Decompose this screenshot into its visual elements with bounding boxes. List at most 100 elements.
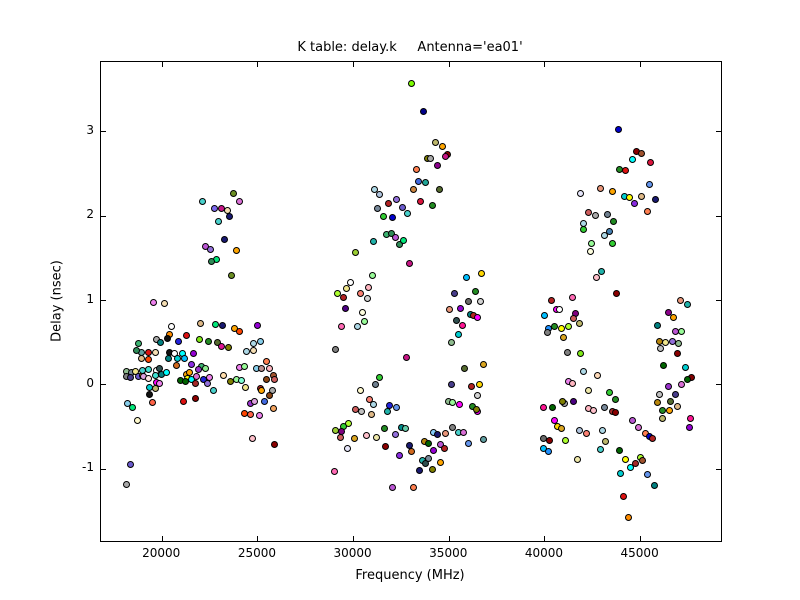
- data-point: [467, 383, 475, 391]
- data-point: [440, 444, 448, 452]
- data-point: [270, 405, 278, 413]
- data-point: [257, 337, 265, 345]
- data-point: [337, 323, 345, 331]
- data-point: [427, 154, 435, 162]
- data-point: [622, 455, 630, 463]
- data-point: [384, 200, 392, 208]
- data-point: [393, 195, 401, 203]
- data-point: [409, 185, 417, 193]
- data-point: [128, 404, 136, 412]
- data-point: [385, 401, 393, 409]
- y-tick-label: 2: [86, 207, 94, 222]
- data-point: [126, 373, 134, 381]
- data-point: [220, 236, 228, 244]
- data-point: [224, 343, 232, 351]
- data-point: [144, 348, 152, 356]
- data-point: [192, 379, 200, 387]
- data-point: [257, 364, 265, 372]
- data-point: [579, 226, 587, 234]
- data-point: [392, 404, 400, 412]
- data-point: [188, 361, 196, 369]
- data-point: [547, 297, 555, 305]
- data-point: [609, 217, 617, 225]
- data-point: [249, 434, 257, 442]
- y-tick-mark: [101, 131, 106, 133]
- data-point: [363, 295, 371, 303]
- data-point: [145, 374, 153, 382]
- data-point: [389, 213, 397, 221]
- y-tick-label: -1: [82, 460, 94, 475]
- data-point: [643, 207, 651, 215]
- data-point: [181, 378, 189, 386]
- data-point: [357, 407, 365, 415]
- y-tick-mark: [716, 468, 721, 470]
- data-point: [648, 435, 656, 443]
- data-point: [582, 430, 590, 438]
- data-point: [396, 452, 404, 460]
- data-point: [409, 484, 417, 492]
- data-point: [198, 197, 206, 205]
- chart-title: K table: delay.k Antenna='ea01': [297, 40, 523, 55]
- data-point: [163, 335, 171, 343]
- data-point: [619, 492, 627, 500]
- data-point: [271, 441, 279, 449]
- data-point: [638, 457, 646, 465]
- data-point: [472, 405, 480, 413]
- data-point: [557, 425, 565, 433]
- data-point: [683, 301, 691, 309]
- data-point: [407, 79, 415, 87]
- data-point: [332, 346, 340, 354]
- data-point: [659, 362, 667, 370]
- x-tick-mark: [640, 62, 642, 67]
- data-point: [238, 377, 246, 385]
- data-point: [653, 399, 661, 407]
- data-point: [369, 400, 377, 408]
- data-point: [474, 314, 482, 322]
- y-tick-mark: [716, 215, 721, 217]
- data-point: [351, 434, 359, 442]
- data-point: [134, 340, 142, 348]
- data-point: [447, 339, 455, 347]
- data-point: [655, 390, 663, 398]
- data-point: [666, 397, 674, 405]
- data-point: [568, 293, 576, 301]
- y-tick-label: 3: [86, 122, 94, 137]
- data-point: [441, 152, 449, 160]
- data-point: [425, 439, 433, 447]
- data-point: [262, 375, 270, 383]
- x-tick-mark: [161, 536, 163, 541]
- data-point: [617, 470, 625, 478]
- data-point: [605, 389, 613, 397]
- data-point: [235, 327, 243, 335]
- data-point: [330, 468, 338, 476]
- data-point: [206, 373, 214, 381]
- data-point: [346, 278, 354, 286]
- data-point: [421, 179, 429, 187]
- data-point: [677, 297, 685, 305]
- data-point: [428, 201, 436, 209]
- data-point: [666, 406, 674, 414]
- data-point: [148, 399, 156, 407]
- data-point: [463, 273, 471, 281]
- data-point: [455, 400, 463, 408]
- data-point: [453, 316, 461, 324]
- data-point: [612, 290, 620, 298]
- data-point: [624, 513, 632, 521]
- data-point: [145, 390, 153, 398]
- data-point: [201, 364, 209, 372]
- data-point: [258, 387, 266, 395]
- data-point: [376, 373, 384, 381]
- data-point: [543, 329, 551, 337]
- data-point: [584, 208, 592, 216]
- data-point: [687, 415, 695, 423]
- data-point: [579, 367, 587, 375]
- x-tick-mark: [544, 62, 546, 67]
- data-point: [683, 375, 691, 383]
- data-point: [450, 290, 458, 298]
- data-point: [122, 480, 130, 488]
- data-point: [369, 271, 377, 279]
- data-point: [664, 383, 672, 391]
- data-point: [351, 249, 359, 257]
- data-point: [144, 366, 152, 374]
- data-point: [240, 362, 248, 370]
